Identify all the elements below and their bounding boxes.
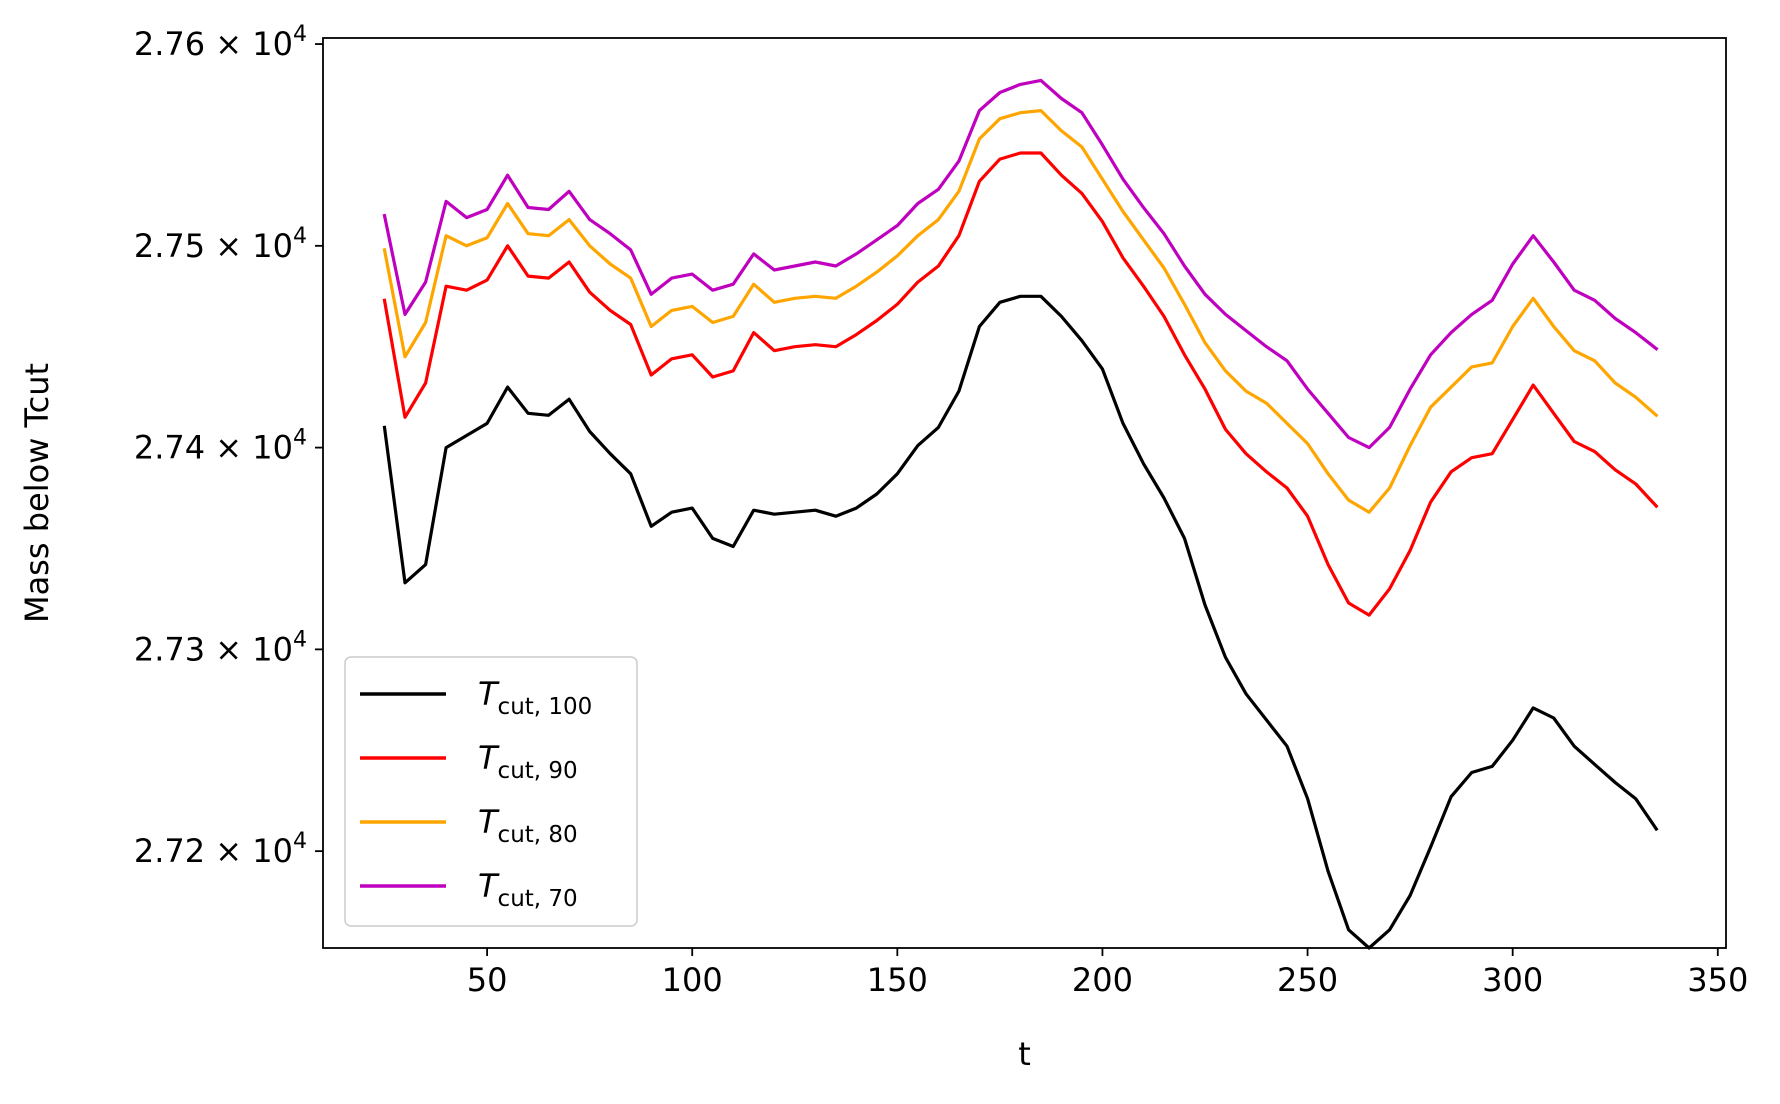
x-tick-label: 350 bbox=[1687, 961, 1748, 999]
legend-label-0: Tcut, 100 bbox=[478, 675, 592, 720]
series-line-1 bbox=[382, 151, 1659, 617]
y-tick-label: 2.75 × 104 bbox=[134, 224, 307, 265]
x-tick-label: 150 bbox=[867, 961, 928, 999]
legend-label-2: Tcut, 80 bbox=[478, 803, 578, 848]
legend-label-1: Tcut, 90 bbox=[478, 739, 578, 784]
plot-frame bbox=[322, 37, 1727, 949]
y-tick-label: 2.74 × 104 bbox=[134, 426, 307, 467]
series-line-0 bbox=[382, 294, 1659, 950]
series-line-2 bbox=[382, 109, 1659, 514]
legend: Tcut, 100 Tcut, 90 Tcut, 80 Tcut, 70 bbox=[344, 656, 638, 927]
x-tick-label: 300 bbox=[1482, 961, 1543, 999]
x-tick-label: 50 bbox=[467, 961, 508, 999]
y-tick-label: 2.73 × 104 bbox=[134, 627, 307, 668]
x-axis-label: t bbox=[1018, 1035, 1031, 1073]
x-tick-label: 200 bbox=[1072, 961, 1133, 999]
legend-frame bbox=[344, 656, 638, 927]
legend-label-3: Tcut, 70 bbox=[478, 867, 578, 912]
x-tick-label: 100 bbox=[662, 961, 723, 999]
x-tick-label: 250 bbox=[1277, 961, 1338, 999]
y-tick-label: 2.76 × 104 bbox=[134, 22, 307, 63]
y-tick-label: 2.72 × 104 bbox=[134, 829, 307, 870]
series-line-3 bbox=[382, 78, 1659, 450]
y-axis-label: Mass below Tcut bbox=[18, 363, 56, 623]
